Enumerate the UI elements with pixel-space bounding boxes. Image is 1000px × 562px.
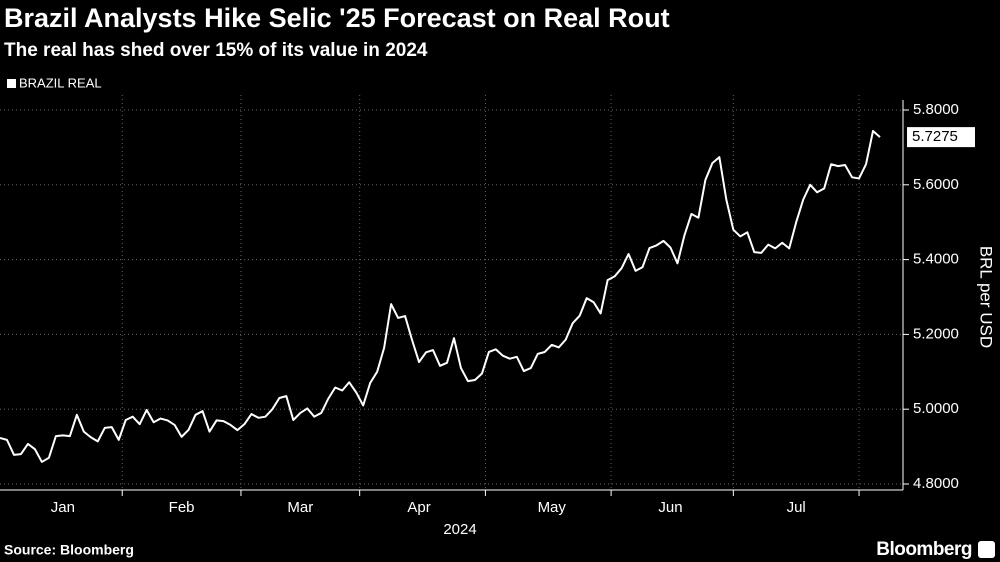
legend-swatch	[7, 79, 16, 88]
chart-title: Brazil Analysts Hike Selic '25 Forecast …	[4, 3, 670, 33]
x-tick-label: Jul	[787, 499, 806, 516]
x-tick-label: Apr	[407, 499, 430, 516]
line-series	[0, 129, 881, 463]
legend-label: BRAZIL REAL	[19, 75, 102, 90]
y-axis-label: BRL per USD	[977, 246, 996, 348]
y-tick-label: 5.0000	[913, 400, 959, 417]
x-tick-label: Jun	[658, 499, 682, 516]
x-tick-label: May	[538, 499, 567, 516]
brand: Bloomberg	[876, 539, 972, 560]
y-tick-label: 4.8000	[913, 475, 959, 492]
x-tick-label: Jan	[51, 499, 75, 516]
chart-subtitle: The real has shed over 15% of its value …	[4, 40, 428, 61]
y-tick-label: 5.6000	[913, 176, 959, 193]
y-tick-label: 5.4000	[913, 251, 959, 268]
last-value-label: 5.7275	[912, 128, 958, 145]
brand-icon	[978, 541, 995, 558]
x-axis-label: 2024	[443, 521, 476, 538]
y-tick-label: 5.2000	[913, 325, 959, 342]
x-tick-label: Mar	[287, 499, 313, 516]
last-value-box	[907, 127, 975, 148]
source: Source: Bloomberg	[4, 542, 134, 558]
x-tick-label: Feb	[169, 499, 195, 516]
y-tick-label: 5.8000	[913, 101, 959, 118]
